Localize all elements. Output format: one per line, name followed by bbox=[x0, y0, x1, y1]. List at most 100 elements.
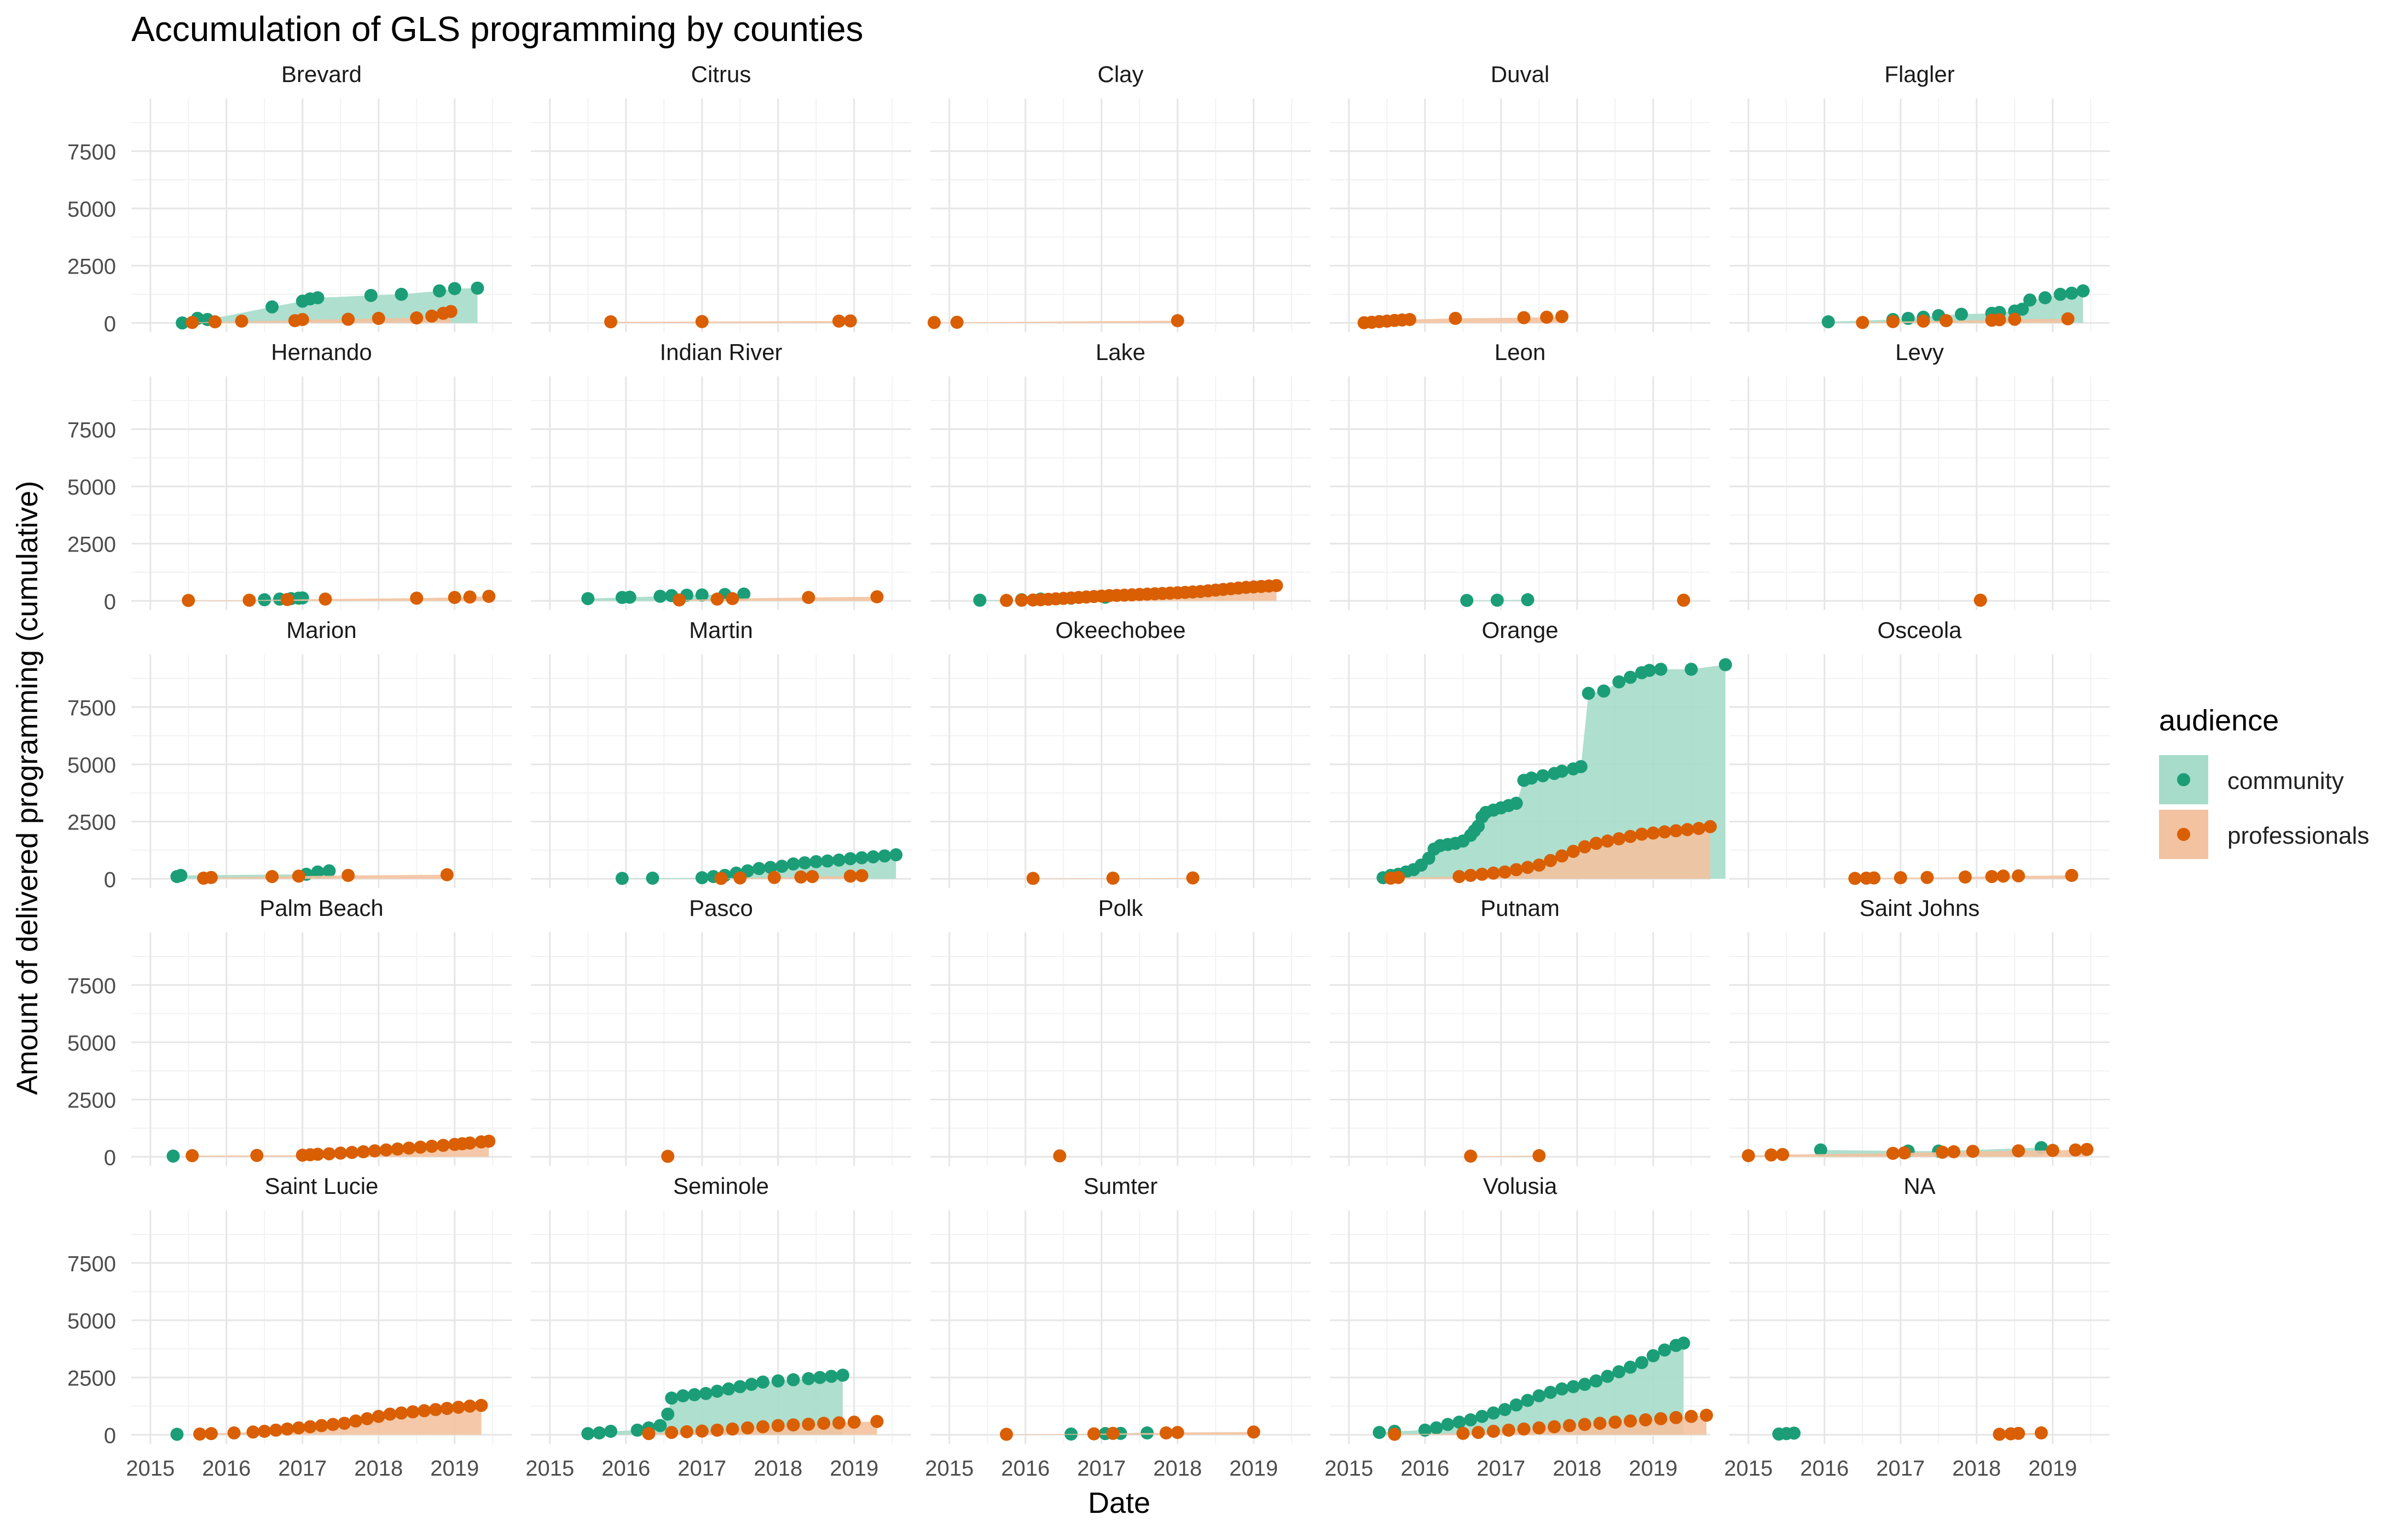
point-professionals bbox=[1532, 1149, 1546, 1163]
x-tick-label: 2015 bbox=[925, 1456, 974, 1481]
x-tick-label: 2018 bbox=[1553, 1456, 1601, 1481]
point-professionals bbox=[1624, 829, 1637, 843]
point-professionals bbox=[1452, 870, 1466, 884]
point-professionals bbox=[360, 1412, 374, 1425]
point-community bbox=[813, 1371, 827, 1384]
point-community bbox=[1589, 1374, 1603, 1388]
point-professionals bbox=[182, 594, 195, 607]
point-professionals bbox=[1000, 594, 1013, 607]
point-community bbox=[775, 860, 789, 873]
point-community bbox=[1612, 675, 1626, 689]
point-professionals bbox=[1578, 840, 1591, 854]
point-professionals bbox=[482, 589, 496, 603]
point-community bbox=[832, 853, 846, 867]
legend-label-community: community bbox=[2227, 768, 2344, 794]
point-professionals bbox=[1776, 1148, 1790, 1162]
point-community bbox=[2053, 287, 2067, 301]
point-professionals bbox=[1669, 1411, 1683, 1424]
y-tick-label: 0 bbox=[104, 590, 116, 614]
x-tick-label: 2018 bbox=[354, 1456, 403, 1481]
point-professionals bbox=[292, 1421, 305, 1435]
point-professionals bbox=[326, 1418, 340, 1431]
panel-martin: Martin bbox=[531, 617, 911, 888]
point-community bbox=[1555, 764, 1568, 778]
point-professionals bbox=[1555, 849, 1568, 863]
point-professionals bbox=[2069, 1143, 2082, 1157]
point-professionals bbox=[280, 1422, 294, 1436]
panel-na: NA 2015 2016 2017 2018 2019 bbox=[1724, 1173, 2110, 1481]
point-community bbox=[1685, 663, 1698, 676]
point-professionals bbox=[1578, 1418, 1591, 1431]
point-professionals bbox=[1106, 1426, 1120, 1440]
point-professionals bbox=[242, 593, 256, 607]
y-tick-label: 7500 bbox=[67, 696, 116, 720]
panel-strip-label: Indian River bbox=[659, 339, 782, 365]
point-community bbox=[1525, 771, 1538, 785]
area-professionals bbox=[1471, 1156, 1539, 1157]
panel-sumter: Sumter 2015 2016 2017 2018 2019 bbox=[925, 1173, 1311, 1481]
panel-polk: Polk bbox=[930, 895, 1311, 1166]
point-professionals bbox=[726, 1422, 739, 1436]
point-professionals bbox=[680, 1425, 693, 1438]
point-professionals bbox=[425, 309, 439, 323]
point-professionals bbox=[315, 1419, 328, 1432]
x-tick-label: 2016 bbox=[1400, 1456, 1449, 1481]
point-professionals bbox=[1692, 822, 1706, 835]
area-community bbox=[1379, 1343, 1684, 1435]
point-professionals bbox=[1985, 870, 1999, 884]
point-community bbox=[1566, 1380, 1580, 1394]
point-community bbox=[745, 1378, 759, 1391]
panel-leon: Leon bbox=[1330, 339, 1710, 610]
point-community bbox=[843, 852, 857, 866]
panel-strip-label: Okeechobee bbox=[1055, 617, 1185, 643]
panel-marion: Marion 0 2500 5000 7500 bbox=[67, 617, 512, 892]
point-professionals bbox=[345, 1146, 359, 1159]
y-tick-label: 0 bbox=[104, 312, 116, 336]
point-professionals bbox=[391, 1142, 404, 1156]
point-professionals bbox=[733, 871, 747, 885]
panel-saint-johns: Saint Johns bbox=[1729, 895, 2110, 1166]
x-tick-label: 2019 bbox=[1229, 1456, 1278, 1481]
point-professionals bbox=[280, 593, 294, 606]
point-professionals bbox=[1456, 1426, 1470, 1440]
area-professionals bbox=[610, 321, 850, 323]
point-professionals bbox=[356, 1145, 370, 1159]
area-professionals bbox=[934, 321, 1178, 323]
point-professionals bbox=[1685, 1409, 1698, 1423]
y-tick-label: 2500 bbox=[67, 811, 116, 835]
x-tick-label: 2018 bbox=[1153, 1456, 1202, 1481]
point-professionals bbox=[665, 1426, 679, 1440]
panel-osceola: Osceola bbox=[1729, 617, 2110, 888]
point-professionals bbox=[1106, 871, 1120, 885]
point-professionals bbox=[186, 1149, 199, 1163]
point-community bbox=[1654, 663, 1668, 676]
point-professionals bbox=[379, 1143, 393, 1157]
point-professionals bbox=[870, 1414, 884, 1428]
point-community bbox=[802, 1372, 815, 1385]
panel-palm-beach: Palm Beach 0 2500 5000 7500 bbox=[67, 895, 512, 1170]
point-professionals bbox=[440, 868, 454, 881]
point-community bbox=[2038, 291, 2052, 305]
point-community bbox=[1574, 760, 1588, 774]
point-professionals bbox=[463, 1136, 477, 1150]
panel-clay: Clay bbox=[927, 61, 1311, 332]
point-professionals bbox=[186, 316, 199, 329]
point-professionals bbox=[794, 870, 808, 884]
point-professionals bbox=[847, 1415, 861, 1429]
point-professionals bbox=[1886, 315, 1900, 328]
point-professionals bbox=[1681, 823, 1694, 837]
x-tick-label: 2019 bbox=[2028, 1456, 2077, 1481]
point-professionals bbox=[474, 1398, 488, 1412]
point-professionals bbox=[1940, 314, 1953, 328]
area-professionals bbox=[204, 874, 447, 879]
point-professionals bbox=[1936, 1145, 1949, 1159]
point-community bbox=[1612, 1365, 1626, 1379]
point-professionals bbox=[402, 1141, 416, 1155]
point-professionals bbox=[193, 1427, 207, 1441]
point-professionals bbox=[269, 1423, 283, 1437]
point-professionals bbox=[1532, 858, 1546, 872]
point-community bbox=[786, 1373, 800, 1386]
point-professionals bbox=[227, 1426, 241, 1440]
panel-seminole: Seminole 2015 2016 2017 2018 2019 bbox=[525, 1173, 911, 1481]
point-community bbox=[1954, 307, 1968, 321]
